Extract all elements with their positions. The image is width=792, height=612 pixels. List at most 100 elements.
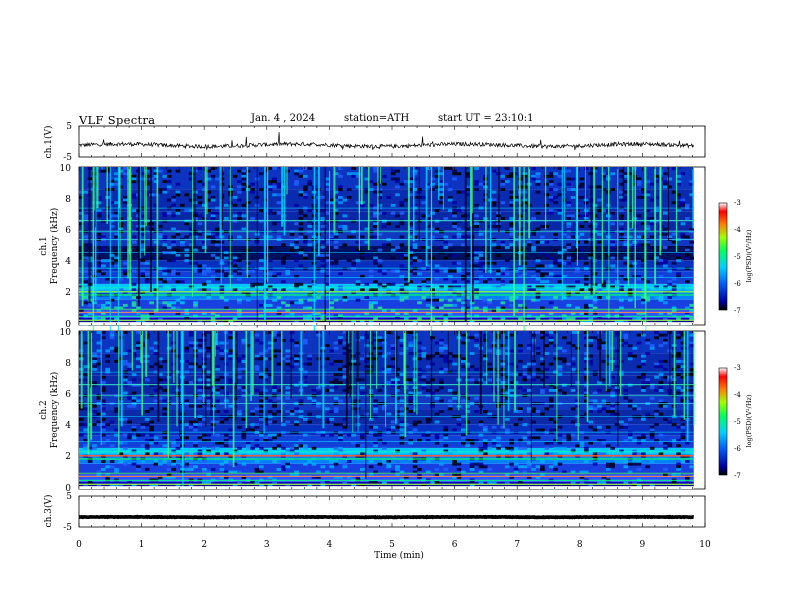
spectrogram-cell bbox=[456, 232, 462, 236]
spectrogram-cell bbox=[206, 296, 212, 299]
spectrogram-cell bbox=[324, 344, 330, 348]
spectrogram-cell bbox=[500, 201, 506, 205]
spectrogram-cell bbox=[267, 209, 273, 213]
spectrogram-cell bbox=[671, 277, 677, 281]
spectrogram-cell bbox=[237, 359, 242, 363]
spectrogram-cell bbox=[439, 378, 444, 382]
spectrogram-cell bbox=[548, 452, 554, 456]
spectrogram-cell bbox=[105, 354, 111, 358]
spectrogram-cell bbox=[118, 452, 124, 456]
spectrogram-cell bbox=[562, 438, 567, 442]
spectrogram-cell bbox=[197, 167, 203, 170]
spectrogram-cell bbox=[237, 277, 242, 281]
spectrogram-cell bbox=[342, 417, 348, 421]
spectrogram-cell bbox=[342, 243, 348, 247]
spectrogram-cell bbox=[434, 269, 440, 273]
sferic-streak bbox=[245, 331, 248, 429]
spectrogram-cell bbox=[623, 180, 629, 184]
spectrogram-cell bbox=[619, 319, 624, 323]
spectrogram-cell bbox=[272, 193, 277, 197]
spectrogram-cell bbox=[605, 465, 611, 469]
spectrogram-cell bbox=[452, 449, 457, 453]
spectrogram-cell bbox=[158, 462, 163, 466]
spectrogram-cell bbox=[96, 264, 102, 268]
spectrogram-cell bbox=[333, 378, 339, 382]
spectrogram-cell bbox=[346, 349, 352, 353]
sferic-streak bbox=[266, 167, 269, 283]
transmitter-line bbox=[79, 319, 694, 321]
spectrogram-cell bbox=[390, 211, 396, 215]
spectrogram-cell bbox=[280, 460, 286, 463]
spectrogram-cell bbox=[197, 388, 203, 392]
spectrogram-cell bbox=[381, 441, 387, 445]
spectrogram-cell bbox=[434, 185, 440, 189]
spectrogram-cell bbox=[526, 344, 532, 348]
spectrogram-cell bbox=[566, 201, 572, 205]
spectrogram-cell bbox=[307, 243, 313, 247]
spectrogram-cell bbox=[689, 182, 695, 186]
spectrogram-cell bbox=[456, 172, 462, 176]
spectrogram-cell bbox=[482, 465, 488, 469]
spectrogram-cell bbox=[188, 423, 194, 427]
spectrogram-cell bbox=[237, 309, 242, 313]
spectrogram-cell bbox=[184, 317, 190, 321]
spectrogram-cell bbox=[302, 462, 308, 466]
spectrogram-cell bbox=[223, 203, 229, 207]
spectrogram-cell bbox=[162, 436, 168, 440]
spectrogram-cell bbox=[201, 282, 207, 286]
spectrogram-cell bbox=[92, 354, 97, 358]
spectrogram-cell bbox=[518, 303, 523, 307]
spectrogram-cell bbox=[474, 248, 479, 252]
spectrogram-cell bbox=[658, 274, 664, 278]
spectrogram-band bbox=[79, 317, 694, 322]
spectrogram-cell bbox=[342, 365, 348, 369]
spectrogram-cell bbox=[289, 449, 295, 453]
spectrogram-cell bbox=[219, 269, 225, 273]
spectrogram-cell bbox=[399, 420, 405, 424]
spectrogram-cell bbox=[535, 211, 541, 215]
spectrogram-cell bbox=[623, 333, 629, 337]
spectrogram-cell bbox=[215, 211, 220, 215]
spectrogram-cell bbox=[131, 282, 137, 286]
spectrogram-cell bbox=[583, 296, 589, 299]
sferic-streak bbox=[379, 167, 382, 184]
spectrogram-cell bbox=[241, 341, 247, 345]
spectrogram-cell bbox=[641, 433, 646, 437]
spectrogram-cell bbox=[610, 410, 615, 413]
spectrogram-cell bbox=[153, 452, 159, 456]
spectrogram-cell bbox=[245, 261, 251, 265]
spectrogram-cell bbox=[689, 399, 695, 403]
spectrogram-cell bbox=[184, 222, 190, 226]
sferic-streak bbox=[219, 167, 221, 238]
spectrogram-cell bbox=[482, 357, 488, 361]
spectrogram-cell bbox=[583, 167, 589, 170]
spectrogram-cell bbox=[206, 169, 212, 173]
spectrogram-cell bbox=[381, 446, 387, 450]
spectrogram-cell bbox=[351, 354, 356, 358]
spectrogram-cell bbox=[583, 352, 589, 355]
spectrogram-cell bbox=[87, 460, 93, 463]
spectrogram-cell bbox=[210, 386, 216, 390]
spectrogram-cell bbox=[610, 264, 615, 268]
spectrogram-cell bbox=[276, 182, 282, 186]
spectrogram-cell bbox=[136, 306, 141, 310]
spectrogram-cell bbox=[83, 483, 89, 487]
spectrogram-cell bbox=[390, 378, 396, 382]
sferic-streak bbox=[385, 331, 386, 428]
spectrogram-cell bbox=[641, 195, 646, 199]
spectrogram-cell bbox=[206, 190, 212, 194]
spectrogram-cell bbox=[171, 195, 176, 199]
spectrogram-cell bbox=[381, 407, 387, 411]
spectrogram-cell bbox=[166, 467, 172, 471]
spectrogram-cell bbox=[645, 338, 651, 342]
spectrogram-cell bbox=[144, 378, 150, 382]
spectrogram-cell bbox=[583, 331, 589, 334]
spectrogram-cell bbox=[158, 475, 163, 479]
spectrogram-cell bbox=[412, 331, 418, 334]
spectrogram-cell bbox=[377, 264, 383, 268]
spectrogram-cell bbox=[649, 235, 655, 239]
spectrogram-cell bbox=[219, 193, 225, 197]
spectrogram-cell bbox=[566, 256, 572, 260]
spectrogram-cell bbox=[307, 354, 313, 358]
